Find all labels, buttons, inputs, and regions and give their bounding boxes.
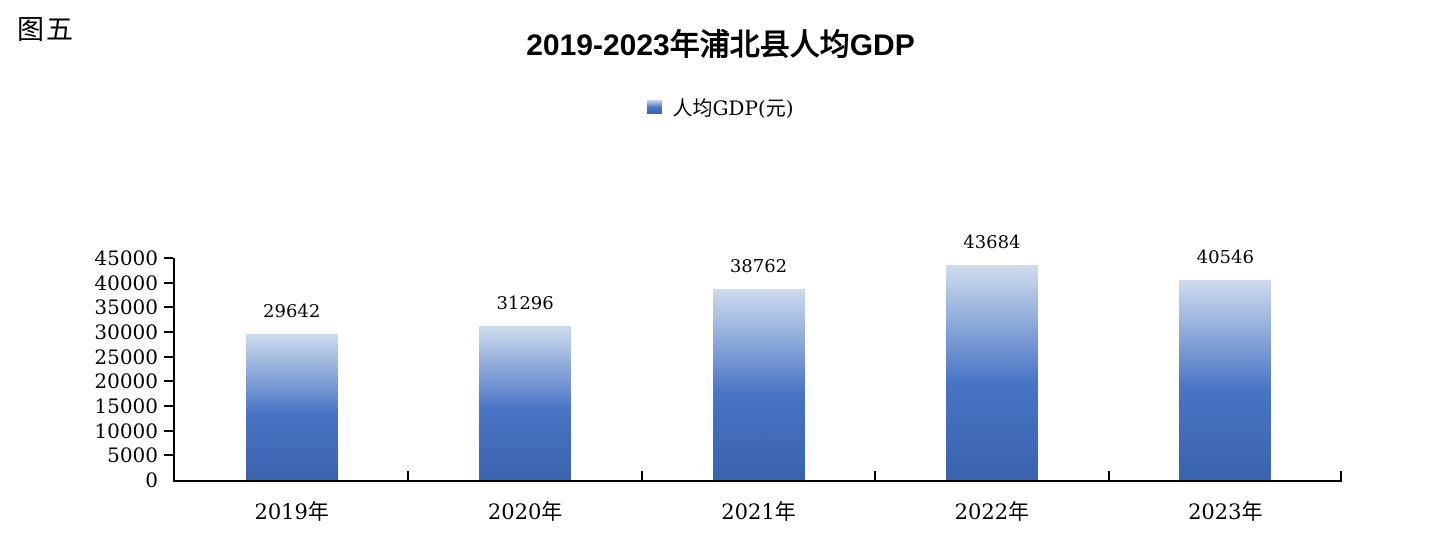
bar-value-label: 29642 xyxy=(263,300,321,322)
y-axis-tick-label: 20000 xyxy=(94,369,158,394)
x-axis-tick-label: 2021年 xyxy=(721,500,796,524)
figure-label: 图五 xyxy=(17,15,75,46)
x-axis-tick-label: 2020年 xyxy=(487,500,563,524)
legend-swatch-icon xyxy=(647,99,663,114)
y-axis-tick xyxy=(164,306,173,309)
x-axis-tick xyxy=(1340,471,1342,480)
x-axis-tick-label: 2023年 xyxy=(1188,500,1263,524)
y-axis-tick xyxy=(164,355,173,358)
y-axis-tick xyxy=(164,331,173,333)
bar xyxy=(945,264,1038,480)
bar-value-label: 43684 xyxy=(963,231,1021,253)
y-axis-tick-label: 30000 xyxy=(94,320,158,344)
bar-value-label: 31296 xyxy=(496,292,554,314)
legend-label: 人均GDP(元) xyxy=(672,96,794,120)
y-axis-tick-label: 10000 xyxy=(94,418,158,443)
bar xyxy=(1179,279,1272,480)
bar-value-label: 40546 xyxy=(1196,246,1254,268)
x-axis-tick-label: 2019年 xyxy=(254,500,329,524)
y-axis-tick xyxy=(164,380,173,383)
y-axis-tick xyxy=(164,405,173,407)
x-axis-tick xyxy=(407,471,410,480)
y-axis-tick-label: 5000 xyxy=(107,443,158,468)
x-axis-tick xyxy=(640,471,643,480)
y-axis-tick-label: 25000 xyxy=(94,344,158,369)
y-axis-tick-label: 45000 xyxy=(94,246,158,270)
y-axis-tick-label: 0 xyxy=(145,468,158,492)
y-axis-tick xyxy=(164,454,173,457)
y-axis-tick xyxy=(164,281,173,284)
plot-area: 0 5000 10000 15000 20000 25000 30000 35000 40000… xyxy=(94,232,1342,524)
x-axis-tick xyxy=(1107,471,1110,480)
y-axis-tick-label: 35000 xyxy=(94,295,158,320)
bar-value-label: 38762 xyxy=(729,255,788,277)
y-axis-tick-label: 40000 xyxy=(94,270,158,295)
chart-legend: 人均GDP(元) xyxy=(0,92,1441,121)
x-axis-tick xyxy=(874,471,877,480)
x-axis-tick-label: 2022年 xyxy=(954,500,1030,524)
y-axis-tick-label: 15000 xyxy=(94,394,158,418)
y-axis-tick xyxy=(164,429,173,432)
y-axis-tick xyxy=(164,257,173,259)
bar xyxy=(712,288,805,480)
bar xyxy=(245,333,338,480)
chart-title: 2019-2023年浦北县人均GDP xyxy=(526,29,915,62)
bar xyxy=(479,325,572,480)
